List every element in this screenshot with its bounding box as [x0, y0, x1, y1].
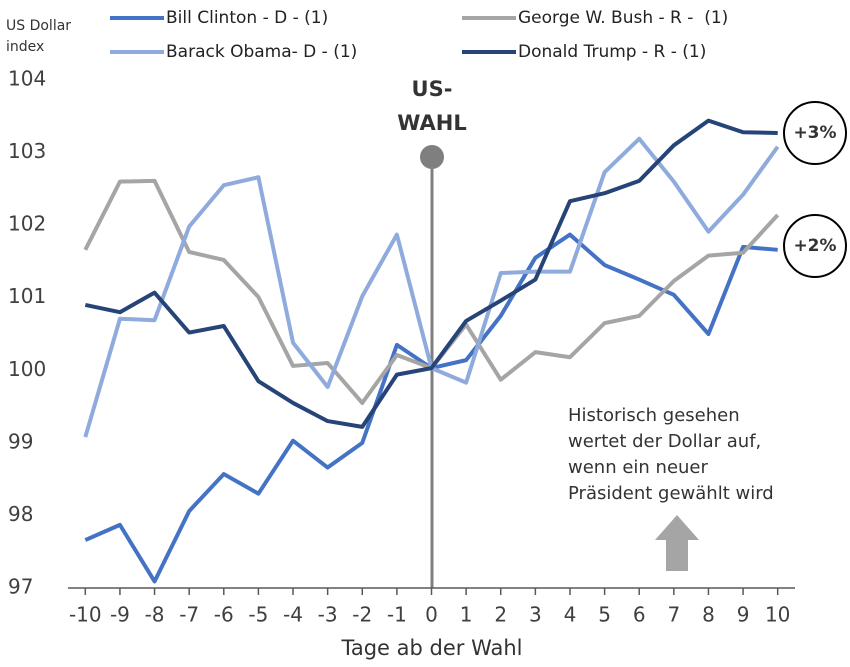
badge: [783, 214, 847, 278]
x-tick-label: -9: [110, 603, 130, 627]
y-tick-label: 100: [8, 357, 46, 381]
x-tick-label: -5: [248, 603, 268, 627]
x-tick-label: -1: [387, 603, 407, 627]
x-tick-label: -10: [69, 603, 102, 627]
x-tick-label: -4: [283, 603, 303, 627]
x-tick-label: 5: [598, 603, 611, 627]
legend-label: George W. Bush - R - (1): [518, 8, 728, 28]
badge: [783, 101, 847, 165]
arrow: [655, 515, 699, 571]
x-tick-label: -6: [214, 603, 234, 627]
y-tick-label: 104: [8, 67, 46, 91]
election-label: US-: [412, 77, 453, 101]
y-axis-label: index: [6, 39, 44, 55]
election-label: WAHL: [397, 111, 466, 135]
note: Präsident gewählt wird: [568, 483, 774, 504]
y-tick-label: 102: [8, 212, 46, 236]
x-tick-label: 1: [460, 603, 473, 627]
legend-label: Donald Trump - R - (1): [518, 42, 706, 62]
x-tick-label: 2: [494, 603, 507, 627]
y-tick-label: 98: [8, 502, 33, 526]
x-tick-label: -3: [318, 603, 338, 627]
y-tick-label: 99: [8, 429, 33, 453]
x-tick-label: 9: [737, 603, 750, 627]
legend-label: Bill Clinton - D - (1): [166, 8, 328, 28]
y-tick-label: 101: [8, 284, 46, 308]
x-tick-label: 8: [702, 603, 715, 627]
x-tick-label: -2: [352, 603, 372, 627]
x-tick-label: 0: [425, 603, 438, 627]
legend-label: Barack Obama- D - (1): [166, 42, 357, 62]
x-axis-label: Tage ab der Wahl: [340, 636, 522, 660]
note: wenn ein neuer: [568, 457, 709, 478]
series-line: [84, 118, 778, 429]
y-tick-label: 97: [8, 575, 33, 599]
y-axis-label: US Dollar: [6, 18, 71, 34]
note: wertet der Dollar auf,: [568, 431, 761, 452]
x-tick-label: 7: [667, 603, 680, 627]
badge-label: +3%: [793, 123, 836, 143]
x-tick-label: 4: [564, 603, 577, 627]
x-tick-label: 3: [529, 603, 542, 627]
y-tick-label: 103: [8, 139, 46, 163]
note: Historisch gesehen: [568, 405, 740, 426]
x-tick-label: 10: [765, 603, 790, 627]
x-tick-label: -8: [145, 603, 165, 627]
x-tick-label: -7: [179, 603, 199, 627]
badge-label: +2%: [793, 236, 836, 256]
x-tick-label: 6: [633, 603, 646, 627]
election-marker: [420, 145, 444, 169]
